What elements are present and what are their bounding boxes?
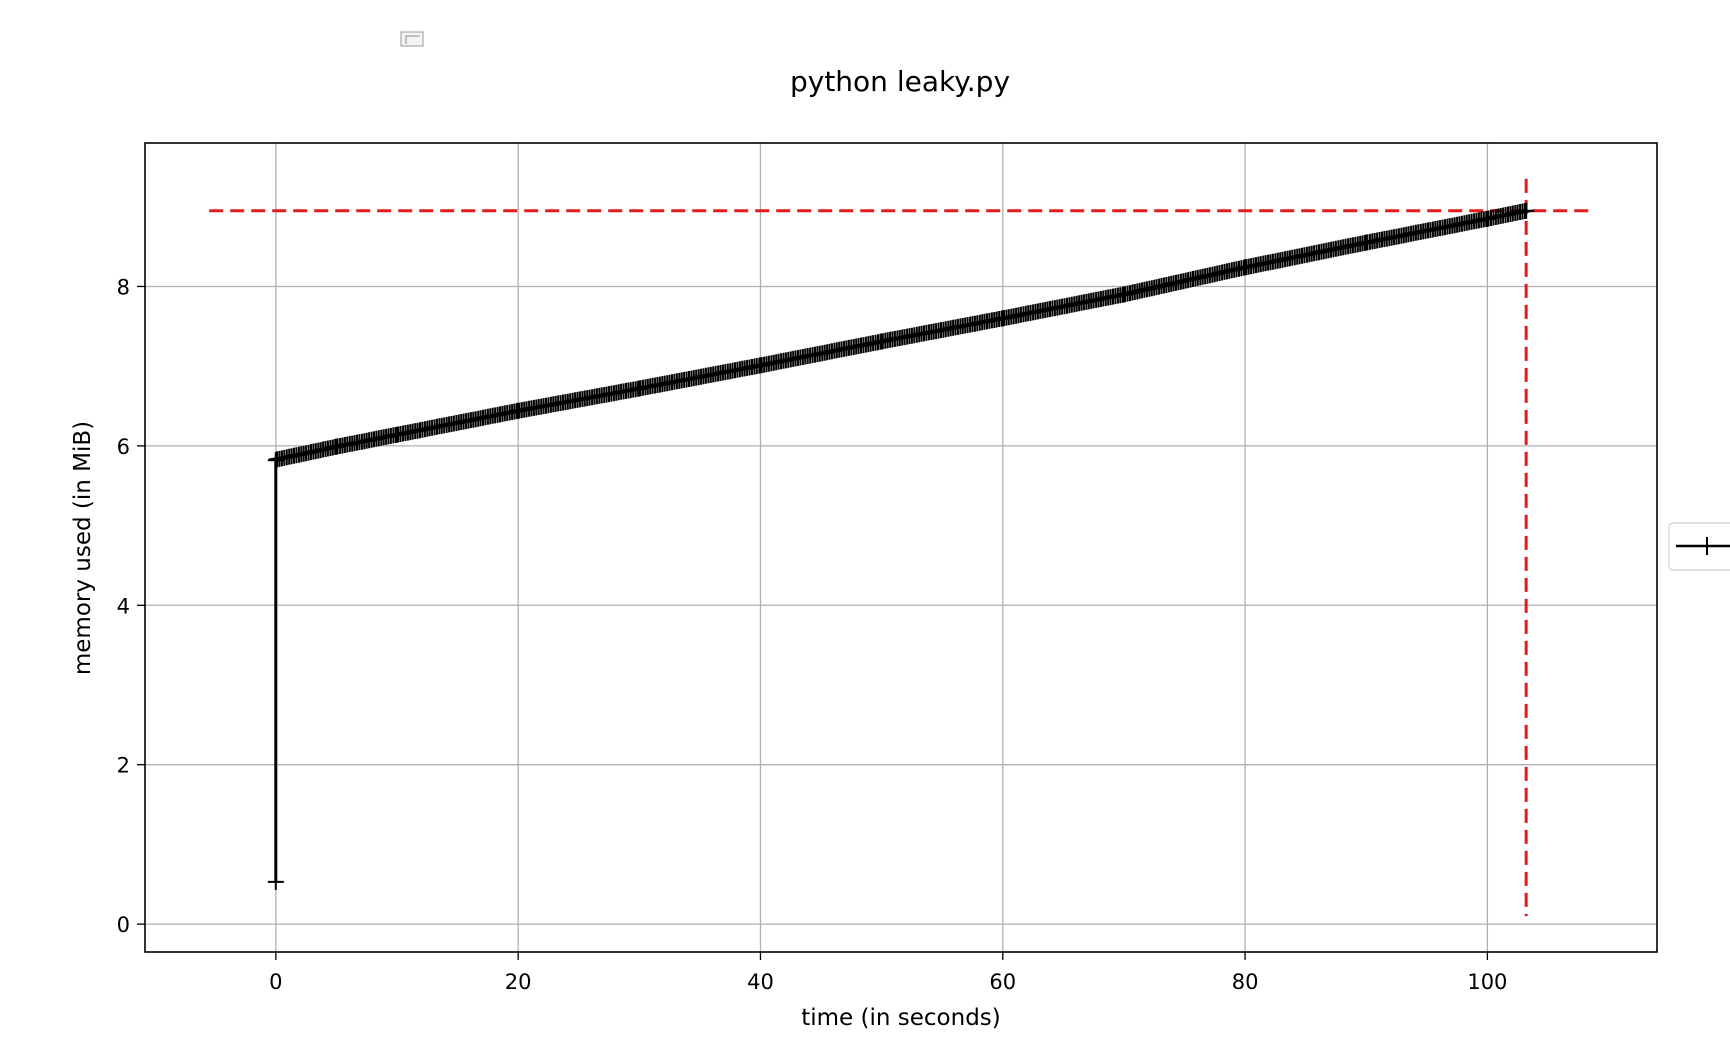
x-tick-label: 100 (1467, 970, 1507, 994)
chart-title: python leaky.py (790, 65, 1010, 98)
y-tick-label: 2 (117, 754, 130, 778)
max-reference-lines (209, 178, 1591, 917)
x-tick-label: 20 (505, 970, 532, 994)
plot-frame (144, 142, 1658, 953)
window-artifact (400, 31, 424, 47)
series-line (274, 209, 1527, 882)
y-tick-label: 0 (117, 913, 130, 937)
y-tick-label: 6 (117, 435, 130, 459)
grid (145, 143, 1657, 952)
y-tick-label: 8 (117, 275, 130, 299)
x-axis-label: time (in seconds) (801, 1005, 1001, 1031)
data-point-marker (267, 873, 284, 890)
x-tick-label: 40 (747, 970, 774, 994)
window-artifact-mark (405, 35, 420, 44)
x-tick-label: 80 (1232, 970, 1259, 994)
x-tick-label: 60 (989, 970, 1016, 994)
legend-marker-plus-icon (1698, 537, 1716, 555)
memory-series (267, 202, 1535, 890)
y-axis-label: memory used (in MiB) (70, 421, 96, 675)
legend (1668, 522, 1730, 571)
axis-ticks: 0 20 40 60 80 100 0 2 4 6 8 (117, 275, 1508, 994)
y-tick-label: 4 (117, 594, 130, 618)
sample-marker (1516, 203, 1533, 219)
x-tick-label: 0 (269, 970, 282, 994)
